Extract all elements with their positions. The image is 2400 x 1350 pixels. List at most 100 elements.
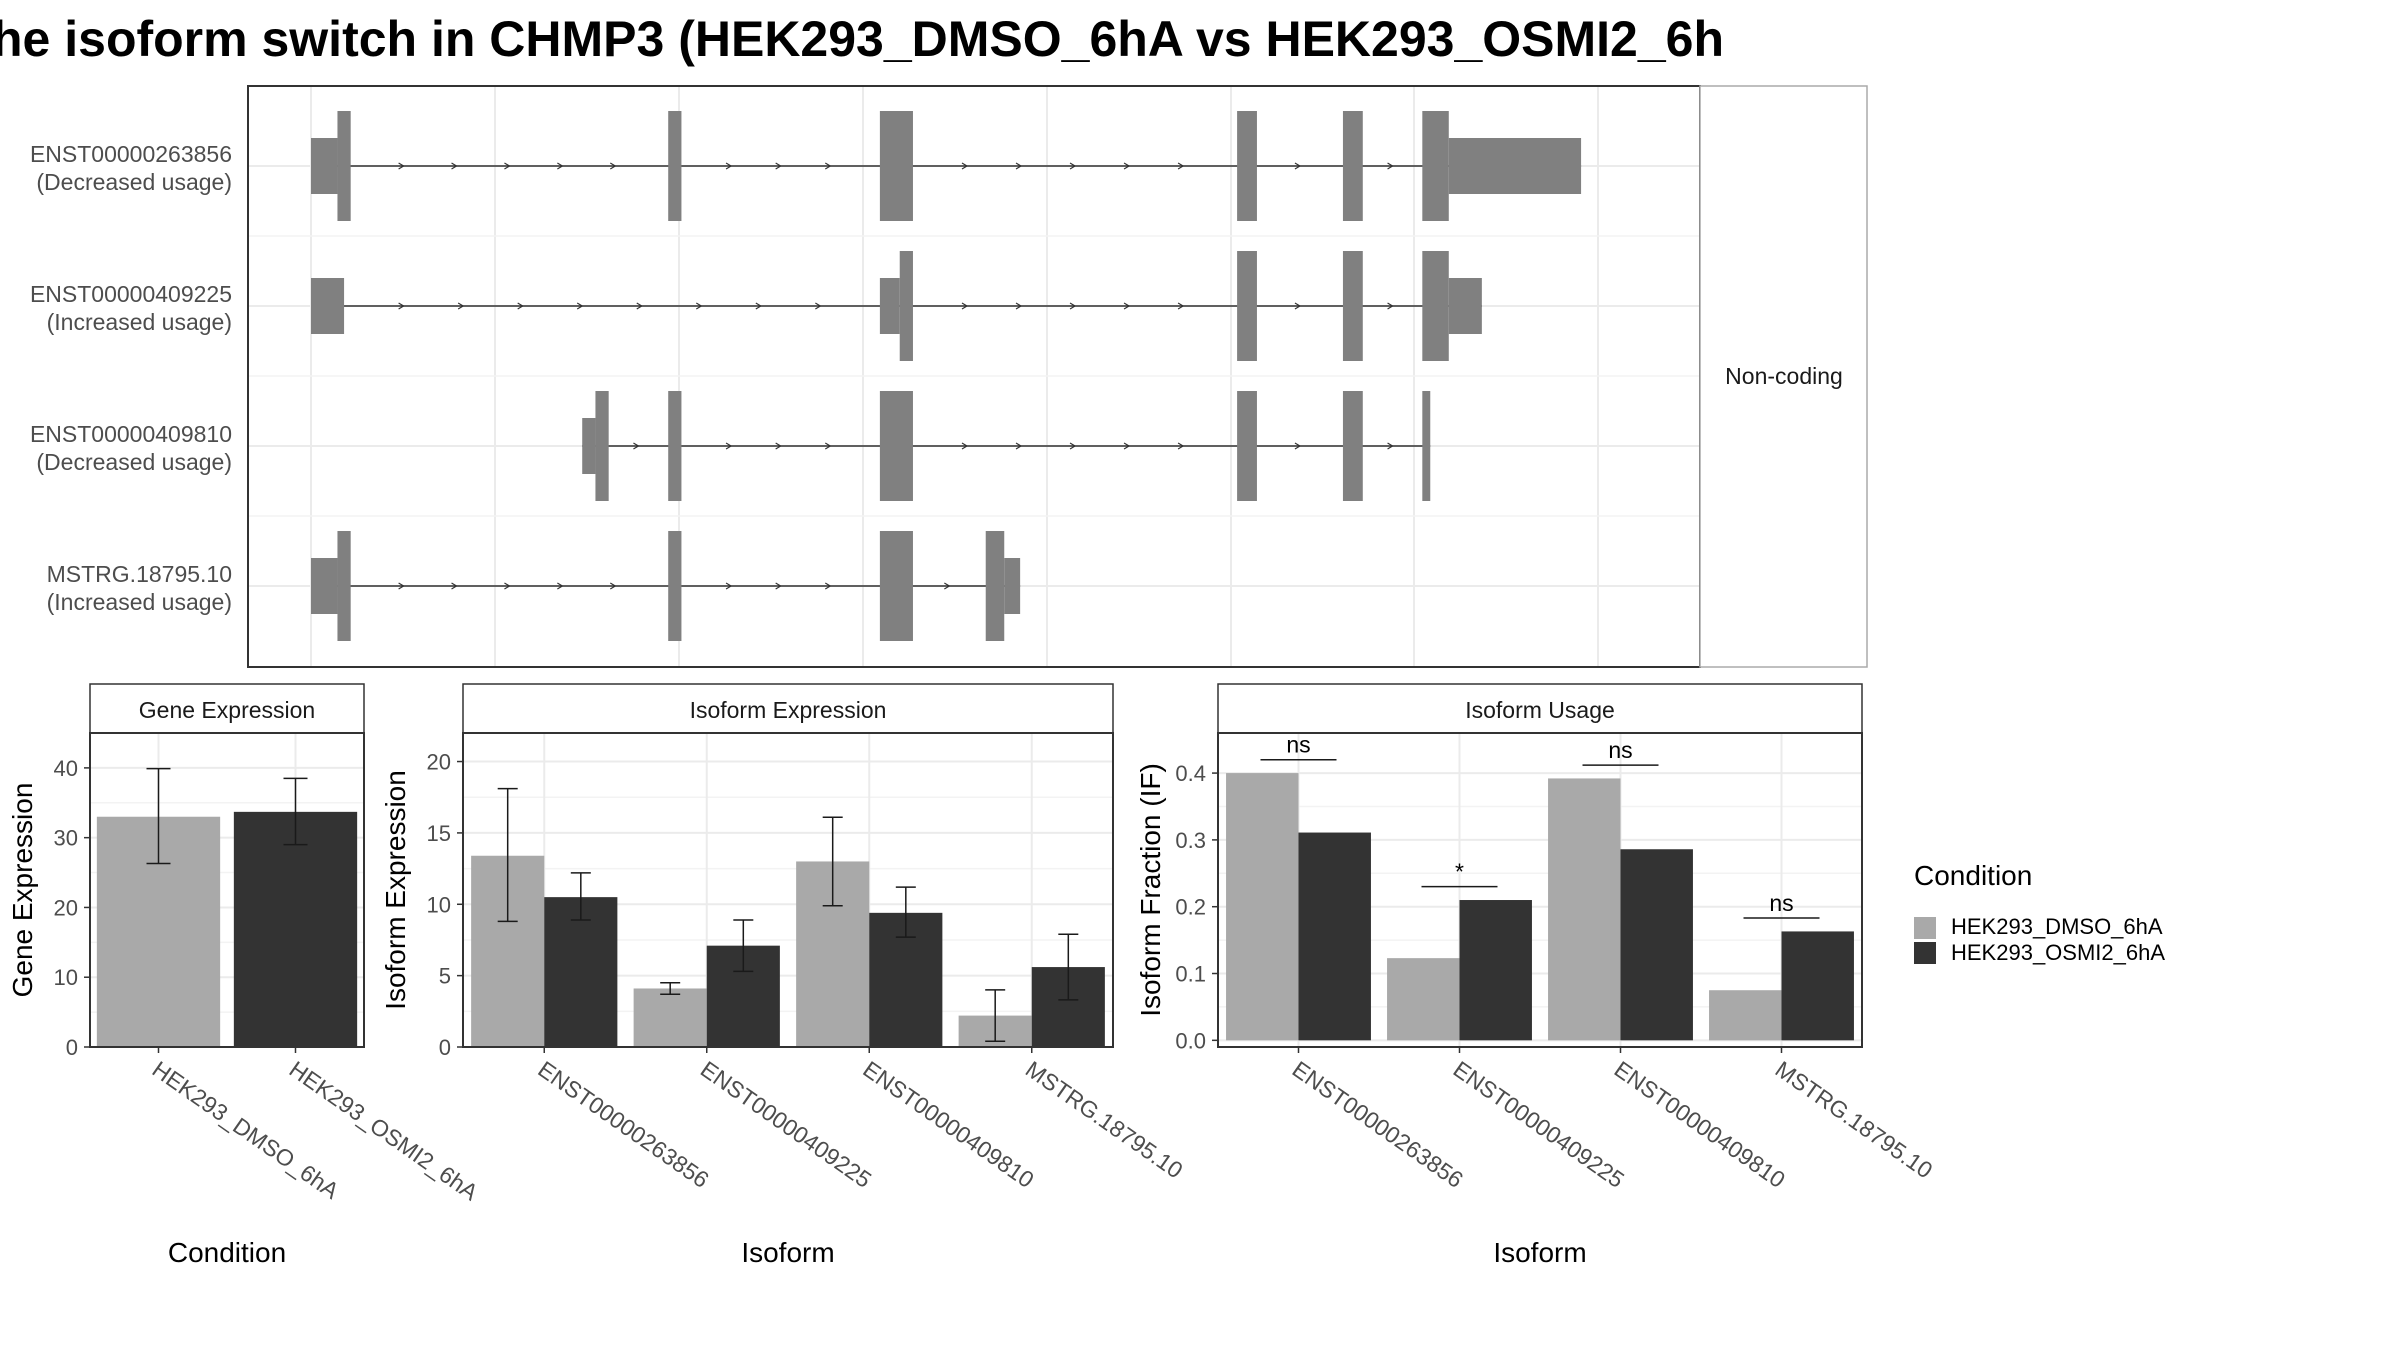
exon-block: [1422, 251, 1449, 361]
legend-label-dmso: HEK293_DMSO_6hA: [1951, 914, 2163, 939]
x-tick-label: MSTRG.18795.10: [1021, 1056, 1188, 1184]
intron-direction-arrow: [557, 162, 564, 170]
bar-osmi2: [544, 897, 618, 1047]
intron-direction-arrow: [576, 302, 584, 310]
intron-direction-arrow: [1123, 302, 1131, 310]
exon-block: [1448, 278, 1482, 334]
y-axis-title: Isoform Expression: [380, 770, 411, 1010]
intron-direction-arrow: [961, 162, 969, 170]
intron-direction-arrow: [1294, 442, 1302, 450]
intron-direction-arrow: [1069, 162, 1077, 170]
isoform-structure-panel: ENST00000263856(Decreased usage)ENST0000…: [30, 85, 1868, 668]
x-tick-label: ENST00000409225: [1449, 1056, 1629, 1193]
exon-block: [879, 531, 913, 641]
exon-block: [879, 391, 913, 501]
intron-direction-arrow: [609, 162, 617, 170]
exon-block: [1004, 558, 1021, 614]
intron-direction-arrow: [961, 442, 969, 450]
y-tick-label: 40: [54, 756, 78, 781]
intron-direction-arrow: [504, 582, 511, 590]
x-tick-label: ENST00000263856: [533, 1056, 713, 1193]
significance-label: ns: [1769, 890, 1793, 916]
intron-direction-arrow: [824, 442, 832, 450]
isoform-name-label: ENST00000409225: [30, 281, 232, 307]
intron-direction-arrow: [398, 162, 405, 170]
intron-direction-arrow: [755, 302, 762, 310]
intron-direction-arrow: [815, 302, 822, 310]
intron-direction-arrow: [1294, 162, 1302, 170]
bar-condition: [233, 811, 358, 1047]
x-axis-title: Condition: [168, 1237, 286, 1268]
intron-direction-arrow: [725, 442, 733, 450]
intron-direction-arrow: [1069, 442, 1077, 450]
exon-block: [1237, 251, 1257, 361]
y-tick-label: 0.4: [1175, 761, 1206, 786]
intron-direction-arrow: [725, 162, 733, 170]
exon-block: [879, 278, 900, 334]
condition-legend: Condition HEK293_DMSO_6hA HEK293_OSMI2_6…: [1914, 860, 2165, 965]
significance-label: ns: [1286, 732, 1310, 758]
bar-osmi2: [1459, 900, 1532, 1041]
intron-direction-arrow: [775, 162, 782, 170]
exon-block: [595, 391, 609, 501]
y-tick-label: 0: [66, 1035, 78, 1060]
y-axis-title: Isoform Fraction (IF): [1135, 763, 1166, 1017]
x-axis-title: Isoform: [1493, 1237, 1586, 1268]
isoform-usage-panel: Isoform Usage 0.0 0.1 0.2 0.3 0.4 ns ENST000002…: [1135, 683, 1938, 1268]
y-tick-label: 5: [439, 964, 451, 989]
intron-direction-arrow: [944, 582, 951, 590]
panel-strip-title: Isoform Usage: [1465, 697, 1615, 723]
intron-direction-arrow: [1123, 442, 1131, 450]
y-tick-label: 0: [439, 1035, 451, 1060]
panel-strip-title: Isoform Expression: [690, 697, 887, 723]
x-tick-label: MSTRG.18795.10: [1771, 1056, 1938, 1184]
bar-osmi2: [1781, 931, 1854, 1041]
intron-direction-arrow: [633, 442, 640, 450]
intron-direction-arrow: [1387, 162, 1394, 170]
intron-direction-arrow: [725, 582, 733, 590]
x-tick-label: ENST00000263856: [1288, 1056, 1468, 1193]
intron-direction-arrow: [961, 302, 969, 310]
intron-direction-arrow: [824, 582, 832, 590]
exon-block: [899, 251, 913, 361]
figure-title: he isoform switch in CHMP3 (HEK293_DMSO_…: [0, 11, 1724, 67]
bar-dmso: [633, 988, 707, 1047]
exon-block: [879, 111, 913, 221]
exon-block: [1342, 111, 1363, 221]
significance-label: ns: [1608, 737, 1632, 763]
exon-block: [311, 278, 345, 334]
intron-direction-arrow: [1177, 442, 1185, 450]
intron-direction-arrow: [398, 582, 405, 590]
exon-block: [1422, 391, 1431, 501]
intron-direction-arrow: [517, 302, 524, 310]
exon-block: [337, 111, 351, 221]
y-tick-label: 0.3: [1175, 828, 1206, 853]
isoform-usage-label: (Decreased usage): [36, 449, 232, 475]
exon-block: [985, 531, 1005, 641]
intron-direction-arrow: [457, 302, 465, 310]
intron-direction-arrow: [451, 582, 458, 590]
y-tick-label: 0.0: [1175, 1028, 1206, 1053]
panel-strip: [1217, 683, 1863, 734]
legend-title: Condition: [1914, 860, 2032, 891]
isoform-usage-label: (Decreased usage): [36, 169, 232, 195]
isoform-expression-panel: Isoform Expression 0 5 10 15 20 ENST0000026385…: [380, 683, 1188, 1268]
exon-block: [1237, 391, 1257, 501]
intron-direction-arrow: [1069, 302, 1077, 310]
isoform-usage-label: (Increased usage): [47, 589, 232, 615]
panel-border: [1217, 732, 1863, 1048]
exon-block: [582, 418, 596, 474]
intron-direction-arrow: [451, 162, 458, 170]
intron-direction-arrow: [1015, 162, 1023, 170]
y-tick-label: 30: [54, 826, 78, 851]
isoform-name-label: ENST00000409810: [30, 421, 232, 447]
intron-direction-arrow: [1294, 302, 1302, 310]
intron-direction-arrow: [775, 442, 782, 450]
intron-direction-arrow: [1015, 442, 1023, 450]
intron-direction-arrow: [398, 302, 405, 310]
bar-osmi2: [1298, 832, 1371, 1041]
y-tick-label: 20: [427, 750, 451, 775]
exon-block: [1422, 111, 1449, 221]
legend-swatch-dmso: [1914, 917, 1936, 939]
exon-block: [668, 531, 682, 641]
